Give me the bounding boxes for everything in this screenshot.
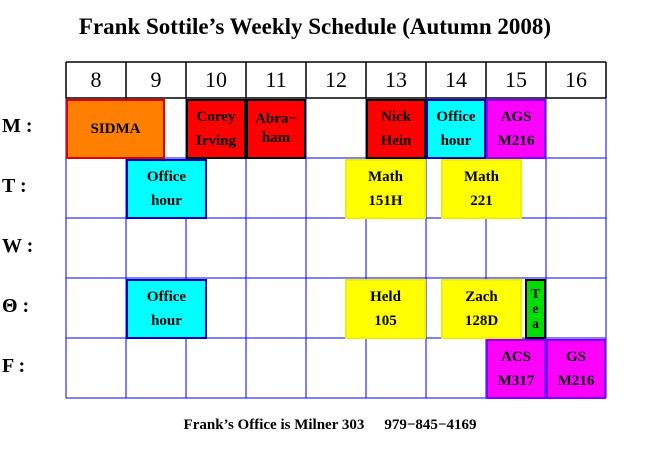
day-label-0: M : <box>2 115 33 137</box>
event-acs-13: ACS M317 <box>486 339 546 399</box>
event-abra--2: Abra− ham <box>246 99 306 159</box>
event-zach-11: Zach 128D <box>441 279 522 339</box>
event-math-8: Math 221 <box>441 159 522 219</box>
hour-header-14: 14 <box>445 67 467 92</box>
hour-header-16: 16 <box>565 67 587 92</box>
event-math-7: Math 151H <box>345 159 426 219</box>
hour-header-11: 11 <box>265 67 287 92</box>
event-t-12: T e a <box>525 279 546 339</box>
day-label-3: Θ : <box>2 295 30 317</box>
hour-header-13: 13 <box>385 67 407 92</box>
day-label-1: T : <box>2 175 27 197</box>
event-office-9: Office hour <box>126 279 207 339</box>
hour-header-10: 10 <box>205 67 227 92</box>
hour-header-9: 9 <box>150 67 162 92</box>
page-title: Frank Sottile’s Weekly Schedule (Autumn … <box>78 14 552 39</box>
event-office-6: Office hour <box>126 159 207 219</box>
event-gs-14: GS M216 <box>546 339 606 399</box>
event-nick-3: Nick Hein <box>366 99 426 159</box>
event-ags-5: AGS M216 <box>486 99 546 159</box>
hour-header-15: 15 <box>505 67 527 92</box>
event-sidma-0: SIDMA <box>66 99 165 159</box>
office-phone: 979−845−4169 <box>384 417 477 433</box>
hour-header-12: 12 <box>325 67 347 92</box>
day-label-2: W : <box>2 235 34 257</box>
event-held-10: Held 105 <box>345 279 426 339</box>
day-label-4: F : <box>2 355 26 377</box>
event-office-4: Office hour <box>426 99 486 159</box>
event-corey-1: Corey Irving <box>186 99 246 159</box>
footer: Frank’s Office is Milner 303 979−845−4169 <box>0 417 646 434</box>
hour-header-8: 8 <box>90 67 102 92</box>
office-location: Frank’s Office is Milner 303 <box>183 417 365 433</box>
